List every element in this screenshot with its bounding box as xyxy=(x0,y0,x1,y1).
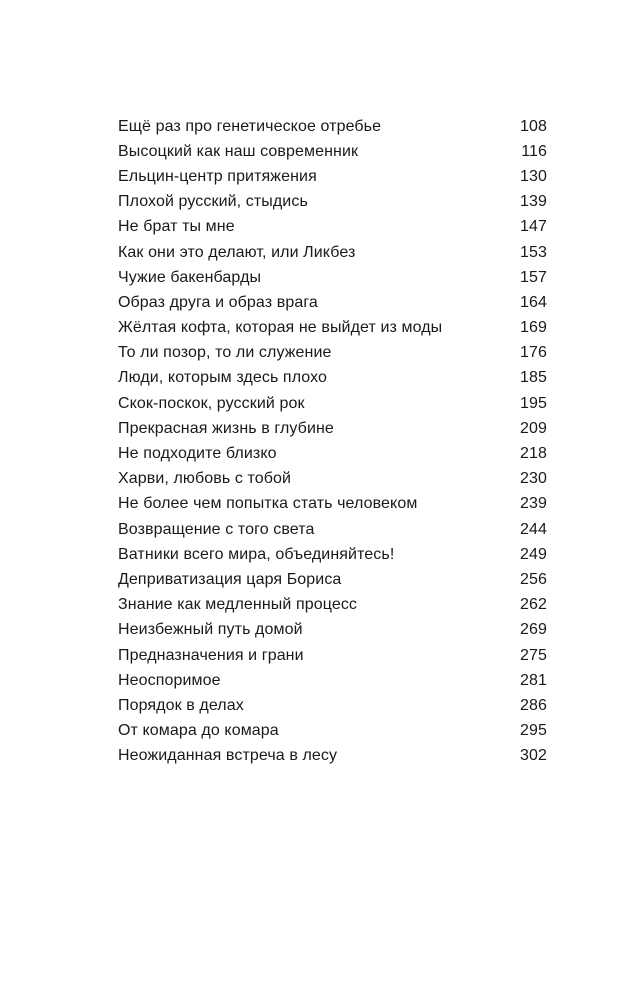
toc-entry-title: Как они это делают, или Ликбез xyxy=(118,243,356,261)
toc-entry-page: 239 xyxy=(520,495,547,513)
toc-entry-page: 218 xyxy=(520,445,547,463)
toc-entry-page: 164 xyxy=(520,293,547,311)
toc-entry-title: Деприватизация царя Бориса xyxy=(118,570,342,588)
toc-entry: Знание как медленный процесс 262 xyxy=(118,593,547,618)
toc-entry-title: Ещё раз про генетическое отребье xyxy=(118,117,382,135)
toc-entry: Не брат ты мне 147 xyxy=(118,215,547,240)
toc-entry-page: 256 xyxy=(520,570,547,588)
toc-entry-title: Предназначения и грани xyxy=(118,646,304,664)
toc-entry-title: От комара до комара xyxy=(118,722,279,740)
toc-entry-title: Жёлтая кофта, которая не выйдет из моды xyxy=(118,319,443,337)
toc-entry-page: 230 xyxy=(520,470,547,488)
toc-entry: Плохой русский, стыдись 139 xyxy=(118,190,547,215)
toc-entry-title: Не более чем попытка стать человеком xyxy=(118,495,418,513)
toc-entry: Деприватизация царя Бориса 256 xyxy=(118,567,547,592)
toc-entry-page: 130 xyxy=(520,167,547,185)
table-of-contents: Ещё раз про генетическое отребье 108 Высоц… xyxy=(118,114,547,769)
toc-entry: Порядок в делах 286 xyxy=(118,693,547,718)
toc-entry: Предназначения и грани 275 xyxy=(118,643,547,668)
toc-entry-page: 116 xyxy=(521,142,547,160)
toc-entry-page: 302 xyxy=(520,747,547,765)
toc-entry-title: Неожиданная встреча в лесу xyxy=(118,747,338,765)
toc-entry: Ещё раз про генетическое отребье 108 xyxy=(118,114,547,139)
toc-entry: Не более чем попытка стать человеком 239 xyxy=(118,492,547,517)
toc-entry-page: 153 xyxy=(520,243,547,261)
toc-entry-page: 157 xyxy=(520,268,547,286)
toc-entry-title: Не брат ты мне xyxy=(118,218,235,236)
toc-entry: Образ друга и образ врага 164 xyxy=(118,290,547,315)
toc-entry-title: То ли позор, то ли служение xyxy=(118,344,332,362)
toc-entry-page: 269 xyxy=(520,621,547,639)
toc-entry: Прекрасная жизнь в глубине 209 xyxy=(118,416,547,441)
toc-entry-title: Скок-поскок, русский рок xyxy=(118,394,305,412)
toc-entry: То ли позор, то ли служение 176 xyxy=(118,341,547,366)
toc-entry: Люди, которым здесь плохо 185 xyxy=(118,366,547,391)
toc-entry-page: 195 xyxy=(520,394,547,412)
toc-entry-title: Неоспоримое xyxy=(118,671,221,689)
toc-entry: Жёлтая кофта, которая не выйдет из моды 1… xyxy=(118,316,547,341)
toc-entry: Харви, любовь с тобой 230 xyxy=(118,467,547,492)
toc-entry-page: 139 xyxy=(520,193,547,211)
toc-entry-page: 169 xyxy=(520,319,547,337)
toc-entry: Ельцин-центр притяжения 130 xyxy=(118,164,547,189)
toc-entry-title: Харви, любовь с тобой xyxy=(118,470,292,488)
toc-entry: Неожиданная встреча в лесу 302 xyxy=(118,744,547,769)
toc-entry: Не подходите близко 218 xyxy=(118,441,547,466)
toc-entry: Как они это делают, или Ликбез 153 xyxy=(118,240,547,265)
toc-entry-title: Ельцин-центр притяжения xyxy=(118,167,317,185)
toc-entry: Чужие бакенбарды 157 xyxy=(118,265,547,290)
toc-entry: Возвращение с того света 244 xyxy=(118,517,547,542)
toc-entry-page: 244 xyxy=(520,520,547,538)
toc-entry-title: Люди, которым здесь плохо xyxy=(118,369,328,387)
toc-entry-page: 176 xyxy=(520,344,547,362)
toc-entry-title: Возвращение с того света xyxy=(118,520,315,538)
toc-entry-page: 295 xyxy=(520,722,547,740)
toc-entry-title: Знание как медленный процесс xyxy=(118,596,358,614)
toc-entry-title: Образ друга и образ врага xyxy=(118,293,318,311)
toc-entry-title: Неизбежный путь домой xyxy=(118,621,303,639)
toc-entry-page: 147 xyxy=(520,218,547,236)
toc-entry-title: Прекрасная жизнь в глубине xyxy=(118,419,334,437)
toc-entry-title: Высоцкий как наш современник xyxy=(118,142,359,160)
toc-entry-page: 262 xyxy=(520,596,547,614)
toc-entry-title: Порядок в делах xyxy=(118,696,244,714)
toc-entry-title: Чужие бакенбарды xyxy=(118,268,262,286)
toc-entry-title: Ватники всего мира, объединяйтесь! xyxy=(118,545,395,563)
toc-entry-page: 286 xyxy=(520,696,547,714)
toc-entry-page: 185 xyxy=(520,369,547,387)
toc-entry: Скок-поскок, русский рок 195 xyxy=(118,391,547,416)
toc-entry: Неизбежный путь домой 269 xyxy=(118,618,547,643)
toc-entry: От комара до комара 295 xyxy=(118,719,547,744)
toc-entry: Ватники всего мира, объединяйтесь! 249 xyxy=(118,542,547,567)
toc-entry-page: 281 xyxy=(520,671,547,689)
toc-entry-title: Не подходите близко xyxy=(118,445,277,463)
toc-entry-page: 275 xyxy=(520,646,547,664)
toc-entry: Высоцкий как наш современник 116 xyxy=(118,139,547,164)
toc-entry-page: 249 xyxy=(520,545,547,563)
toc-entry: Неоспоримое 281 xyxy=(118,668,547,693)
toc-entry-title: Плохой русский, стыдись xyxy=(118,193,308,211)
toc-entry-page: 209 xyxy=(520,419,547,437)
toc-entry-page: 108 xyxy=(520,117,547,135)
